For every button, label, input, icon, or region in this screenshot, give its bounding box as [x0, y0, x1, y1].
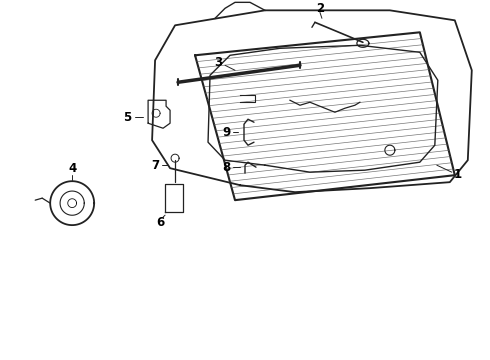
- Text: 7: 7: [151, 159, 159, 172]
- Text: 5: 5: [123, 111, 131, 124]
- Text: 8: 8: [222, 161, 230, 174]
- Text: 3: 3: [214, 56, 222, 69]
- Text: 1: 1: [454, 168, 462, 181]
- Text: 6: 6: [156, 216, 164, 229]
- Text: 2: 2: [316, 2, 324, 15]
- Text: 9: 9: [222, 126, 230, 139]
- Text: 4: 4: [68, 162, 76, 175]
